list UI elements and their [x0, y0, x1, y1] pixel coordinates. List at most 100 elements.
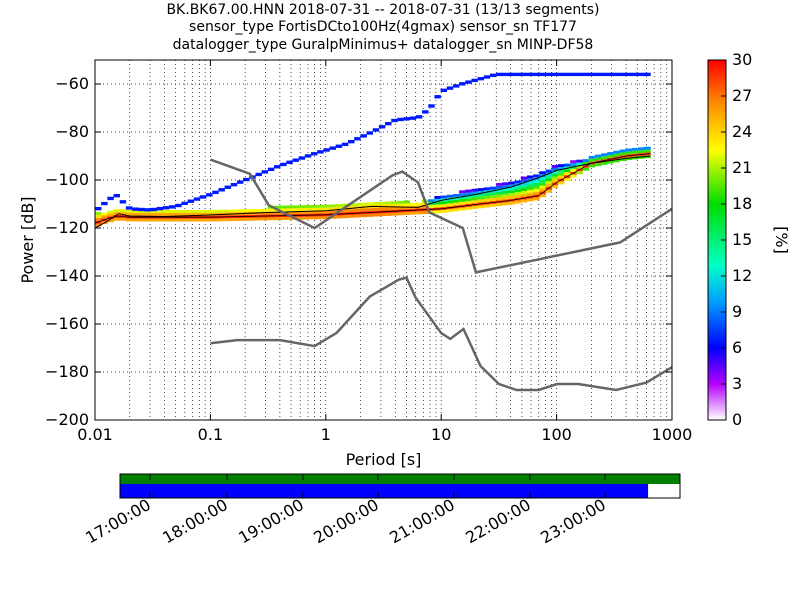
- heatmap-cell: [434, 210, 441, 214]
- heatmap-cell: [496, 191, 503, 195]
- heatmap-cell-upper: [496, 72, 503, 77]
- heatmap-cell: [533, 197, 540, 201]
- heatmap-cell-upper: [125, 206, 133, 210]
- heatmap-cell: [310, 207, 318, 211]
- heatmap-cell-upper: [261, 170, 269, 174]
- heatmap-cell: [206, 218, 213, 222]
- heatmap-cell: [409, 203, 417, 206]
- heatmap-cell-upper: [335, 144, 343, 148]
- heatmap-cell: [428, 199, 435, 203]
- heatmap-cell-upper: [385, 121, 392, 126]
- heatmap-cell-upper: [341, 142, 349, 147]
- heatmap-cell: [403, 212, 411, 215]
- heatmap-cell: [471, 197, 478, 201]
- ppsd-plot-area: 0.01 0.1 1 10 100 1000 −200 −180 −160 −140 −120 −10…: [18, 59, 692, 469]
- heatmap-cell: [434, 204, 441, 208]
- heatmap-cell: [551, 176, 559, 180]
- y-tick-label: −60: [55, 74, 89, 93]
- timeline-tick-label: 17:00:00: [82, 495, 154, 547]
- heatmap-cell: [138, 210, 145, 213]
- heatmap-cell-upper: [119, 200, 127, 204]
- heatmap-cell: [576, 162, 583, 166]
- heatmap-cell-upper: [206, 193, 213, 197]
- heatmap-cell: [224, 218, 232, 222]
- timeline-tick-label: 21:00:00: [386, 495, 458, 547]
- heatmap-cell: [557, 169, 565, 173]
- heatmap-cell-upper: [273, 165, 281, 169]
- heatmap-cell-upper: [422, 110, 429, 114]
- heatmap-cell: [403, 206, 411, 210]
- heatmap-cell: [459, 196, 466, 199]
- heatmap-cell: [212, 212, 219, 216]
- heatmap-cell-upper: [354, 137, 361, 141]
- heatmap-cell: [156, 212, 164, 216]
- heatmap-cells: [95, 72, 651, 227]
- heatmap-cell: [520, 179, 528, 183]
- heatmap-cell: [391, 201, 398, 205]
- heatmap-cell: [366, 202, 374, 206]
- heatmap-cell: [335, 215, 343, 219]
- heatmap-cell: [459, 207, 466, 211]
- heatmap-cell-upper: [526, 72, 534, 77]
- heatmap-cell: [471, 188, 478, 192]
- heatmap-cell: [175, 210, 182, 213]
- heatmap-cell: [533, 188, 540, 192]
- mean-curve: [94, 155, 651, 229]
- heatmap-cell: [372, 202, 380, 205]
- heatmap-cell: [644, 146, 651, 150]
- heatmap-cell: [465, 195, 472, 199]
- heatmap-cell-upper: [348, 139, 355, 144]
- heatmap-cell: [169, 212, 176, 216]
- heatmap-cell: [496, 194, 503, 198]
- heatmap-cell: [526, 178, 534, 182]
- heatmap-cell-upper: [218, 188, 225, 192]
- heatmap-cell: [385, 204, 392, 208]
- colorbar-tick-label: 6: [732, 338, 742, 357]
- heatmap-cell: [619, 149, 627, 153]
- heatmap-cell: [317, 210, 324, 214]
- heatmap-cell: [243, 217, 250, 221]
- heatmap-cell-upper: [545, 72, 552, 77]
- heatmap-cell: [557, 167, 565, 170]
- heatmap-cell: [533, 180, 540, 184]
- heatmap-cell: [520, 185, 528, 189]
- heatmap-cell: [557, 175, 565, 179]
- y-tick-label: −80: [55, 122, 89, 141]
- heatmap-cell: [557, 164, 565, 168]
- heatmap-cell: [310, 210, 318, 214]
- heatmap-cell-upper: [224, 185, 232, 189]
- heatmap-cell: [514, 189, 522, 192]
- heatmap-cell: [471, 206, 478, 209]
- heatmap-cell: [526, 187, 534, 190]
- heatmap-cell: [150, 210, 158, 213]
- timeline-tick-label: 19:00:00: [235, 495, 307, 547]
- heatmap-cell: [471, 194, 478, 198]
- heatmap-cell: [348, 209, 355, 213]
- heatmap-cell: [181, 210, 188, 213]
- x-tick-label: 0.1: [198, 425, 223, 444]
- y-tick-label: −180: [45, 362, 89, 381]
- colorbar-tick-label: 24: [732, 122, 752, 141]
- heatmap-cell: [452, 193, 460, 197]
- heatmap-cell-upper: [582, 72, 589, 77]
- heatmap-cell: [459, 201, 466, 205]
- heatmap-cell: [113, 209, 120, 213]
- heatmap-cell: [619, 158, 627, 162]
- heatmap-cell: [230, 218, 238, 222]
- heatmap-cell-upper: [378, 125, 386, 129]
- heatmap-cell: [267, 217, 275, 221]
- heatmap-cell: [514, 200, 522, 204]
- heatmap-cell: [514, 180, 522, 184]
- heatmap-cell: [360, 208, 367, 212]
- heatmap-cell: [273, 217, 281, 221]
- heatmap-cell-upper: [280, 162, 287, 167]
- heatmap-cell: [496, 183, 503, 186]
- heatmap-cell: [502, 196, 509, 200]
- heatmap-cell: [514, 194, 522, 198]
- heatmap-cell: [329, 210, 336, 214]
- heatmap-cell: [434, 201, 441, 205]
- heatmap-cell: [440, 201, 448, 205]
- heatmap-cell: [446, 203, 454, 207]
- heatmap-cell: [576, 171, 583, 175]
- heatmap-cell: [310, 216, 318, 220]
